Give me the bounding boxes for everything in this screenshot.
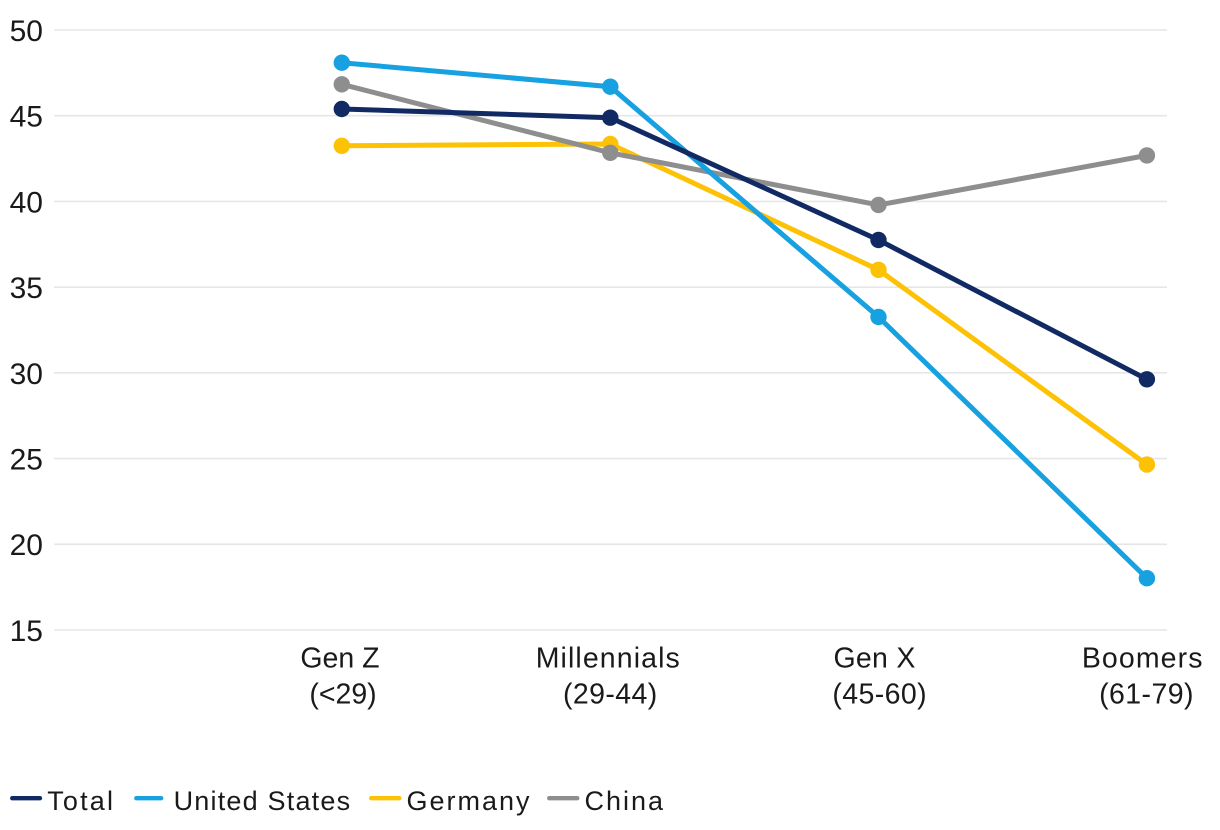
svg-text:Gen X: Gen X xyxy=(833,642,915,674)
svg-text:(45-60): (45-60) xyxy=(832,678,927,710)
svg-text:Boomers: Boomers xyxy=(1082,642,1204,674)
svg-text:50: 50 xyxy=(10,15,43,48)
svg-text:30: 30 xyxy=(10,358,43,391)
svg-text:(29-44): (29-44) xyxy=(563,678,658,710)
svg-text:(<29): (<29) xyxy=(309,678,376,710)
svg-text:Gen Z: Gen Z xyxy=(300,642,379,674)
svg-text:20: 20 xyxy=(10,529,43,562)
svg-text:Germany: Germany xyxy=(407,786,532,816)
svg-text:Millennials: Millennials xyxy=(536,642,681,674)
svg-text:25: 25 xyxy=(10,444,43,477)
svg-text:Total: Total xyxy=(47,786,115,816)
svg-text:40: 40 xyxy=(10,186,43,219)
svg-text:15: 15 xyxy=(10,615,43,648)
svg-text:35: 35 xyxy=(10,272,43,305)
svg-text:United States: United States xyxy=(174,786,352,816)
svg-text:45: 45 xyxy=(10,101,43,134)
svg-text:China: China xyxy=(585,786,666,816)
svg-text:(61-79): (61-79) xyxy=(1099,678,1194,710)
